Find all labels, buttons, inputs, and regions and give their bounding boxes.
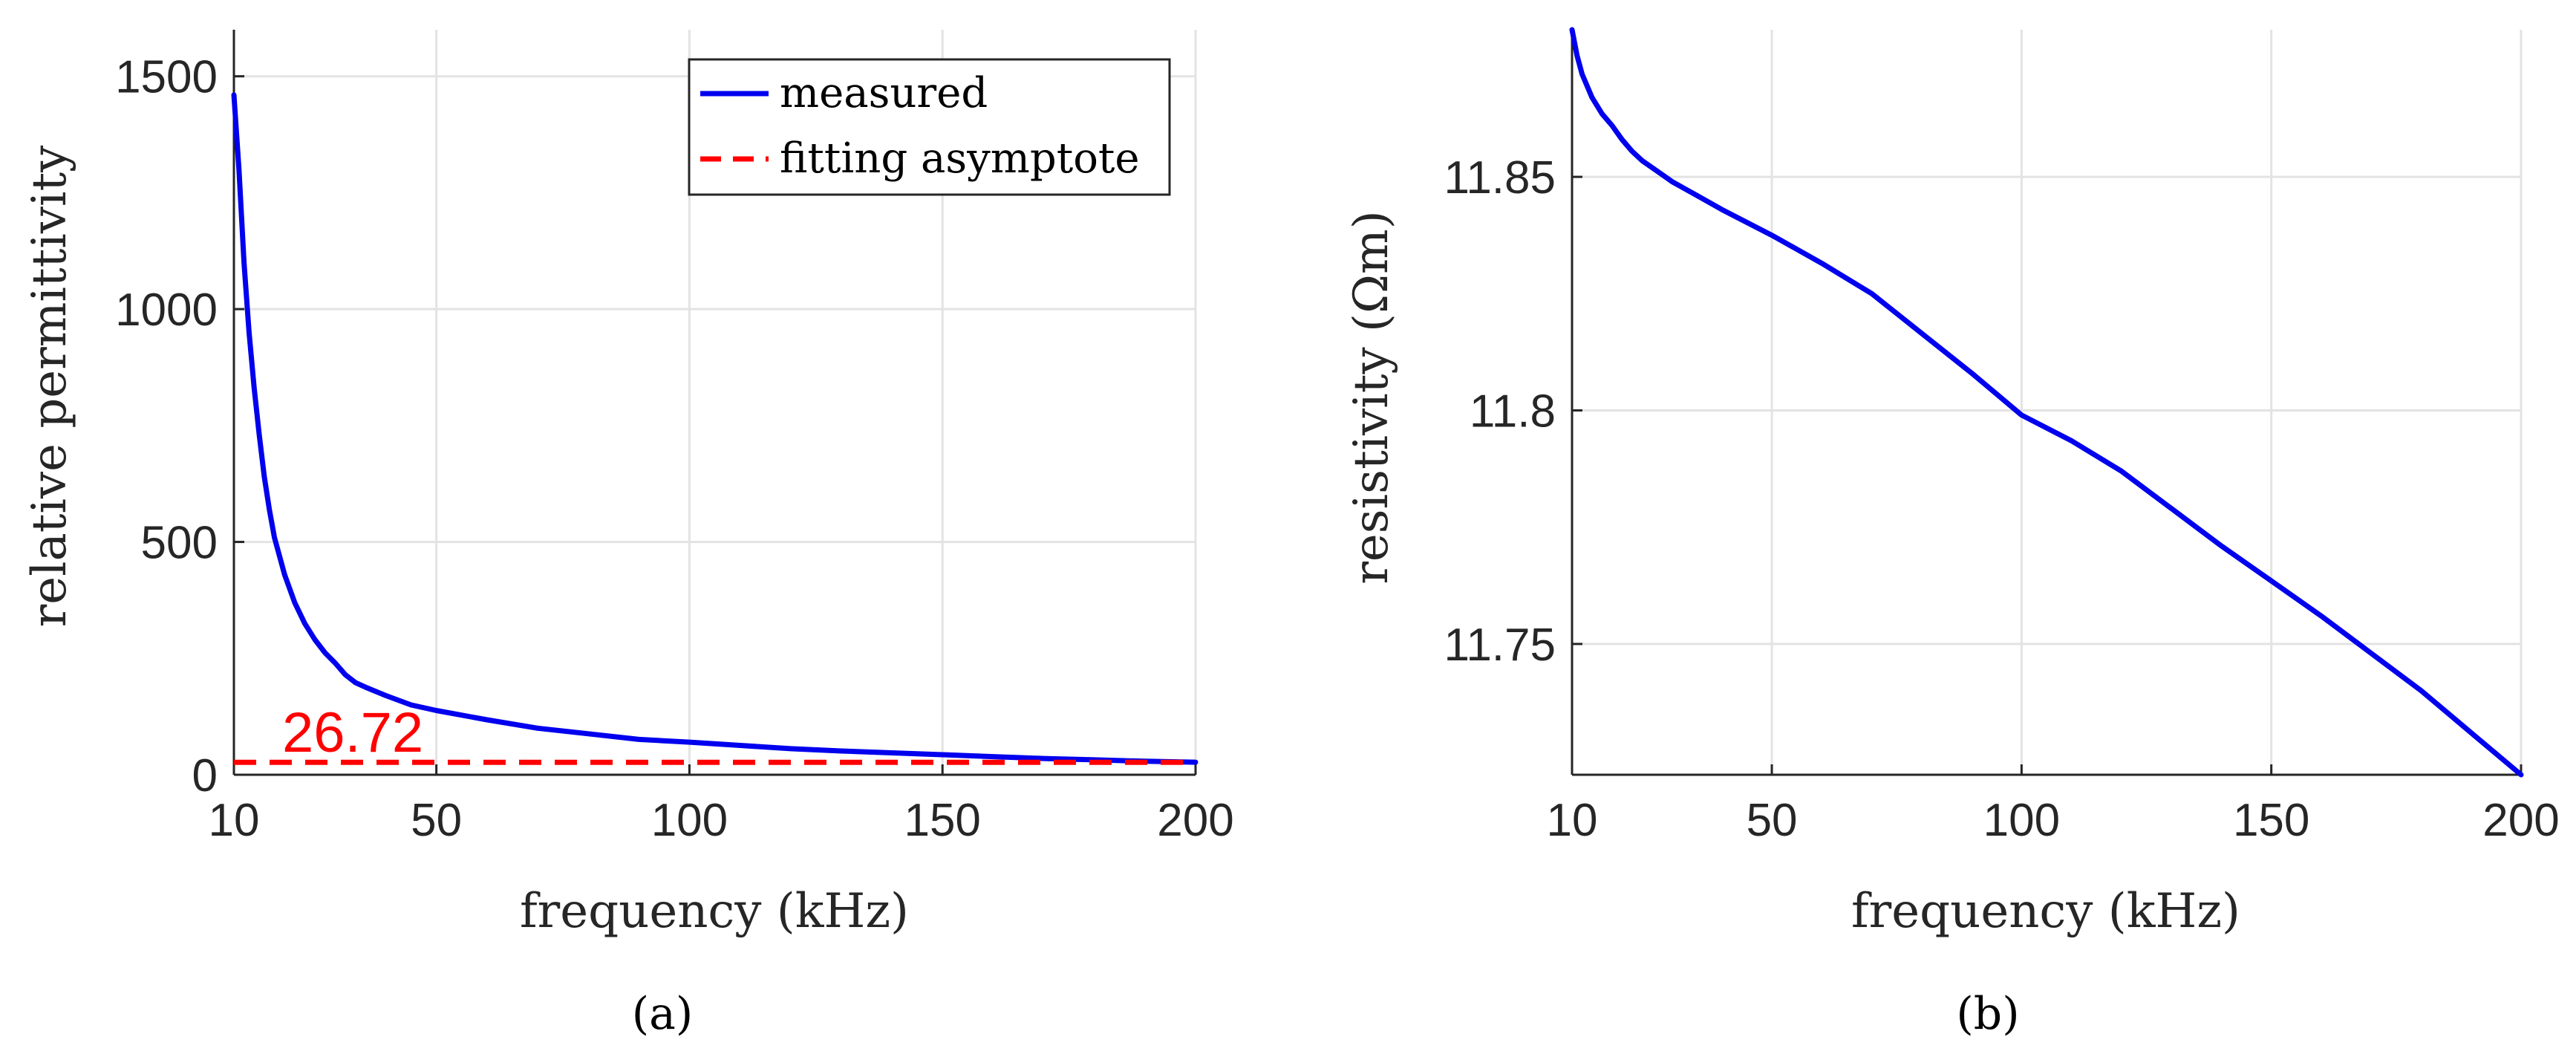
panel-b-y-tick-label: 11.85	[1444, 152, 1556, 204]
panel-b-series-resistivity	[1569, 27, 2524, 778]
panel-b-x-tick-label: 10	[1547, 795, 1598, 846]
panel-b: 10 50 100 150 200 11.75 11.8 11.85 frequency (k…	[1344, 27, 2560, 1040]
panel-b-series	[1569, 27, 2524, 778]
panel-b-y-tick-label: 11.8	[1470, 386, 1556, 438]
panel-b-y-axis-title: resistivity (Ωm)	[1344, 210, 1399, 584]
panel-b-ticks: 10 50 100 150 200 11.75 11.8 11.85	[1444, 152, 2559, 846]
panel-a-series-measured	[231, 92, 1199, 765]
panel-a-y-tick-label: 1000	[115, 284, 218, 336]
panel-a-series	[231, 92, 1199, 765]
panel-a: 10 50 100 150 200 0 500 1000 1500 measured fitti…	[22, 30, 1234, 1040]
panel-a-x-tick-label: 200	[1157, 795, 1233, 846]
legend-box	[688, 58, 1171, 196]
panel-a-y-tick-label: 1500	[115, 52, 218, 103]
panel-a-x-tick-label: 50	[411, 795, 462, 846]
panel-a-x-tick-label: 10	[209, 795, 260, 846]
panel-a-y-tick-label: 0	[192, 750, 218, 801]
panel-a-y-axis-title: relative permittivity	[22, 146, 77, 628]
panel-a-ticks: 10 50 100 150 200 0 500 1000 1500	[115, 52, 1234, 846]
panel-a-y-tick-label: 500	[141, 518, 218, 569]
panel-a-x-tick-label: 100	[651, 795, 728, 846]
panel-b-x-axis-title: frequency (kHz)	[1851, 884, 2240, 939]
legend-label-asymptote: fitting asymptote	[780, 134, 1140, 183]
panel-b-label: (b)	[1956, 988, 2019, 1040]
panel-b-x-tick-label: 150	[2233, 795, 2309, 846]
panel-b-x-tick-label: 200	[2482, 795, 2559, 846]
asymptote-value-annotation: 26.72	[282, 701, 423, 764]
panel-a-x-axis-title: frequency (kHz)	[520, 884, 909, 939]
panel-b-grid	[1571, 30, 2523, 775]
legend-label-measured: measured	[780, 69, 988, 117]
panel-b-x-tick-label: 100	[1983, 795, 2060, 846]
panel-b-y-tick-label: 11.75	[1444, 620, 1556, 671]
panel-a-label: (a)	[632, 988, 694, 1040]
panel-b-x-tick-label: 50	[1747, 795, 1798, 846]
panel-a-legend: measured fitting asymptote	[688, 58, 1171, 196]
panel-a-x-tick-label: 150	[904, 795, 980, 846]
